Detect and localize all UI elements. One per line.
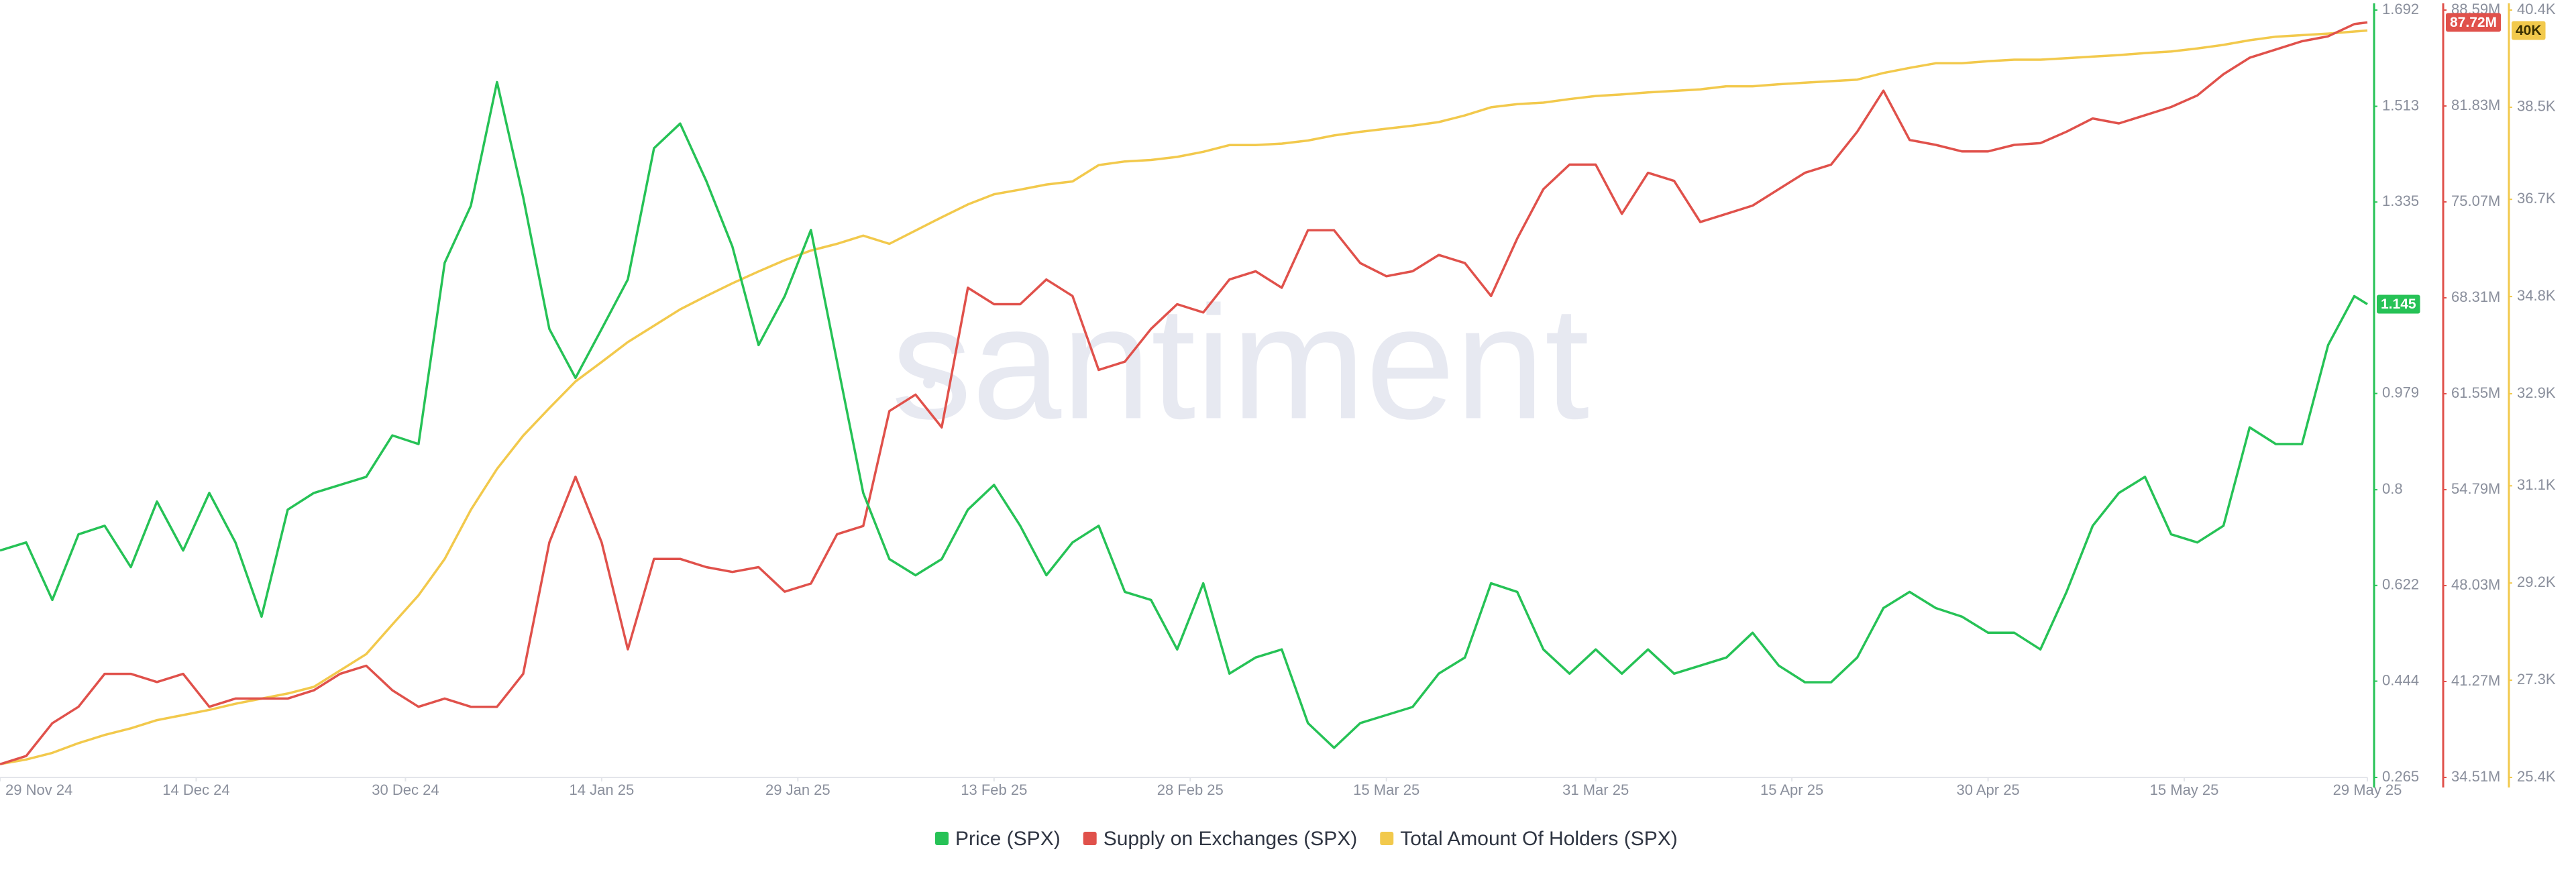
x-tick-label: 14 Jan 25 [570,781,635,798]
y2-tick-label: 81.83M [2451,97,2500,113]
y-tick-label: 0.444 [2382,671,2419,688]
y3-tick-label: 31.1K [2517,476,2556,493]
y3-tick-label: 29.2K [2517,574,2556,590]
y-tick-label: 1.513 [2382,97,2419,113]
y-tick-label: 0.979 [2382,384,2419,400]
y2-tick-label: 34.51M [2451,768,2500,785]
legend-swatch [935,832,949,845]
current-value-label: 40K [2516,23,2542,38]
y3-tick-label: 40.4K [2517,1,2556,17]
y-tick-label: 1.335 [2382,193,2419,209]
current-value-label: 1.145 [2381,296,2416,312]
x-tick-label: 29 Jan 25 [765,781,830,798]
x-tick-label: 15 Apr 25 [1760,781,1823,798]
y-tick-label: 0.265 [2382,768,2419,785]
y3-tick-label: 34.8K [2517,287,2556,304]
watermark-dot [1557,376,1569,388]
y2-tick-label: 48.03M [2451,576,2500,593]
x-tick-label: 30 Dec 24 [372,781,439,798]
watermark-dot [923,376,935,388]
x-tick-label: 30 Apr 25 [1956,781,2019,798]
y3-tick-label: 32.9K [2517,384,2556,401]
y-tick-label: 0.622 [2382,576,2419,593]
x-tick-label: 29 Nov 24 [5,781,72,798]
x-tick-label: 15 May 25 [2150,781,2219,798]
x-tick-label: 15 Mar 25 [1353,781,1419,798]
x-tick-label: 13 Feb 25 [961,781,1027,798]
x-tick-label: 29 May 25 [2333,781,2402,798]
y2-tick-label: 41.27M [2451,672,2500,689]
legend-label: Total Amount Of Holders (SPX) [1400,828,1678,850]
current-value-badge: 40K [2512,21,2546,40]
legend-swatch [1083,832,1097,845]
y3-tick-label: 36.7K [2517,190,2556,207]
y2-tick-label: 61.55M [2451,384,2500,401]
y-tick-label: 1.692 [2382,1,2419,17]
y3-tick-label: 38.5K [2517,98,2556,115]
current-value-box [2377,294,2420,314]
x-tick-label: 28 Feb 25 [1157,781,1224,798]
legend-label: Supply on Exchanges (SPX) [1104,828,1358,850]
series-line [0,21,2368,765]
y2-tick-label: 75.07M [2451,193,2500,209]
series-line [0,80,2368,749]
current-value-box [2446,13,2502,32]
y3-tick-label: 27.3K [2517,671,2556,688]
legend-item: Supply on Exchanges (SPX) [1083,828,1358,850]
current-value-label: 87.72M [2450,15,2497,30]
y2-tick-label: 68.31M [2451,288,2500,305]
y3-tick-label: 25.4K [2517,768,2556,785]
legend-label: Price (SPX) [955,828,1061,850]
watermark: santiment [892,272,1590,452]
legend-item: Total Amount Of Holders (SPX) [1380,828,1678,850]
current-value-box [2512,21,2546,40]
x-tick-label: 14 Dec 24 [162,781,229,798]
x-tick-label: 31 Mar 25 [1562,781,1629,798]
legend-swatch [1380,832,1394,845]
current-value-badge: 87.72M [2446,13,2502,32]
y2-tick-label: 54.79M [2451,480,2500,497]
current-value-badge: 1.145 [2377,294,2420,314]
y-tick-label: 0.8 [2382,480,2403,497]
legend-item: Price (SPX) [935,828,1061,850]
series-line [0,29,2368,765]
